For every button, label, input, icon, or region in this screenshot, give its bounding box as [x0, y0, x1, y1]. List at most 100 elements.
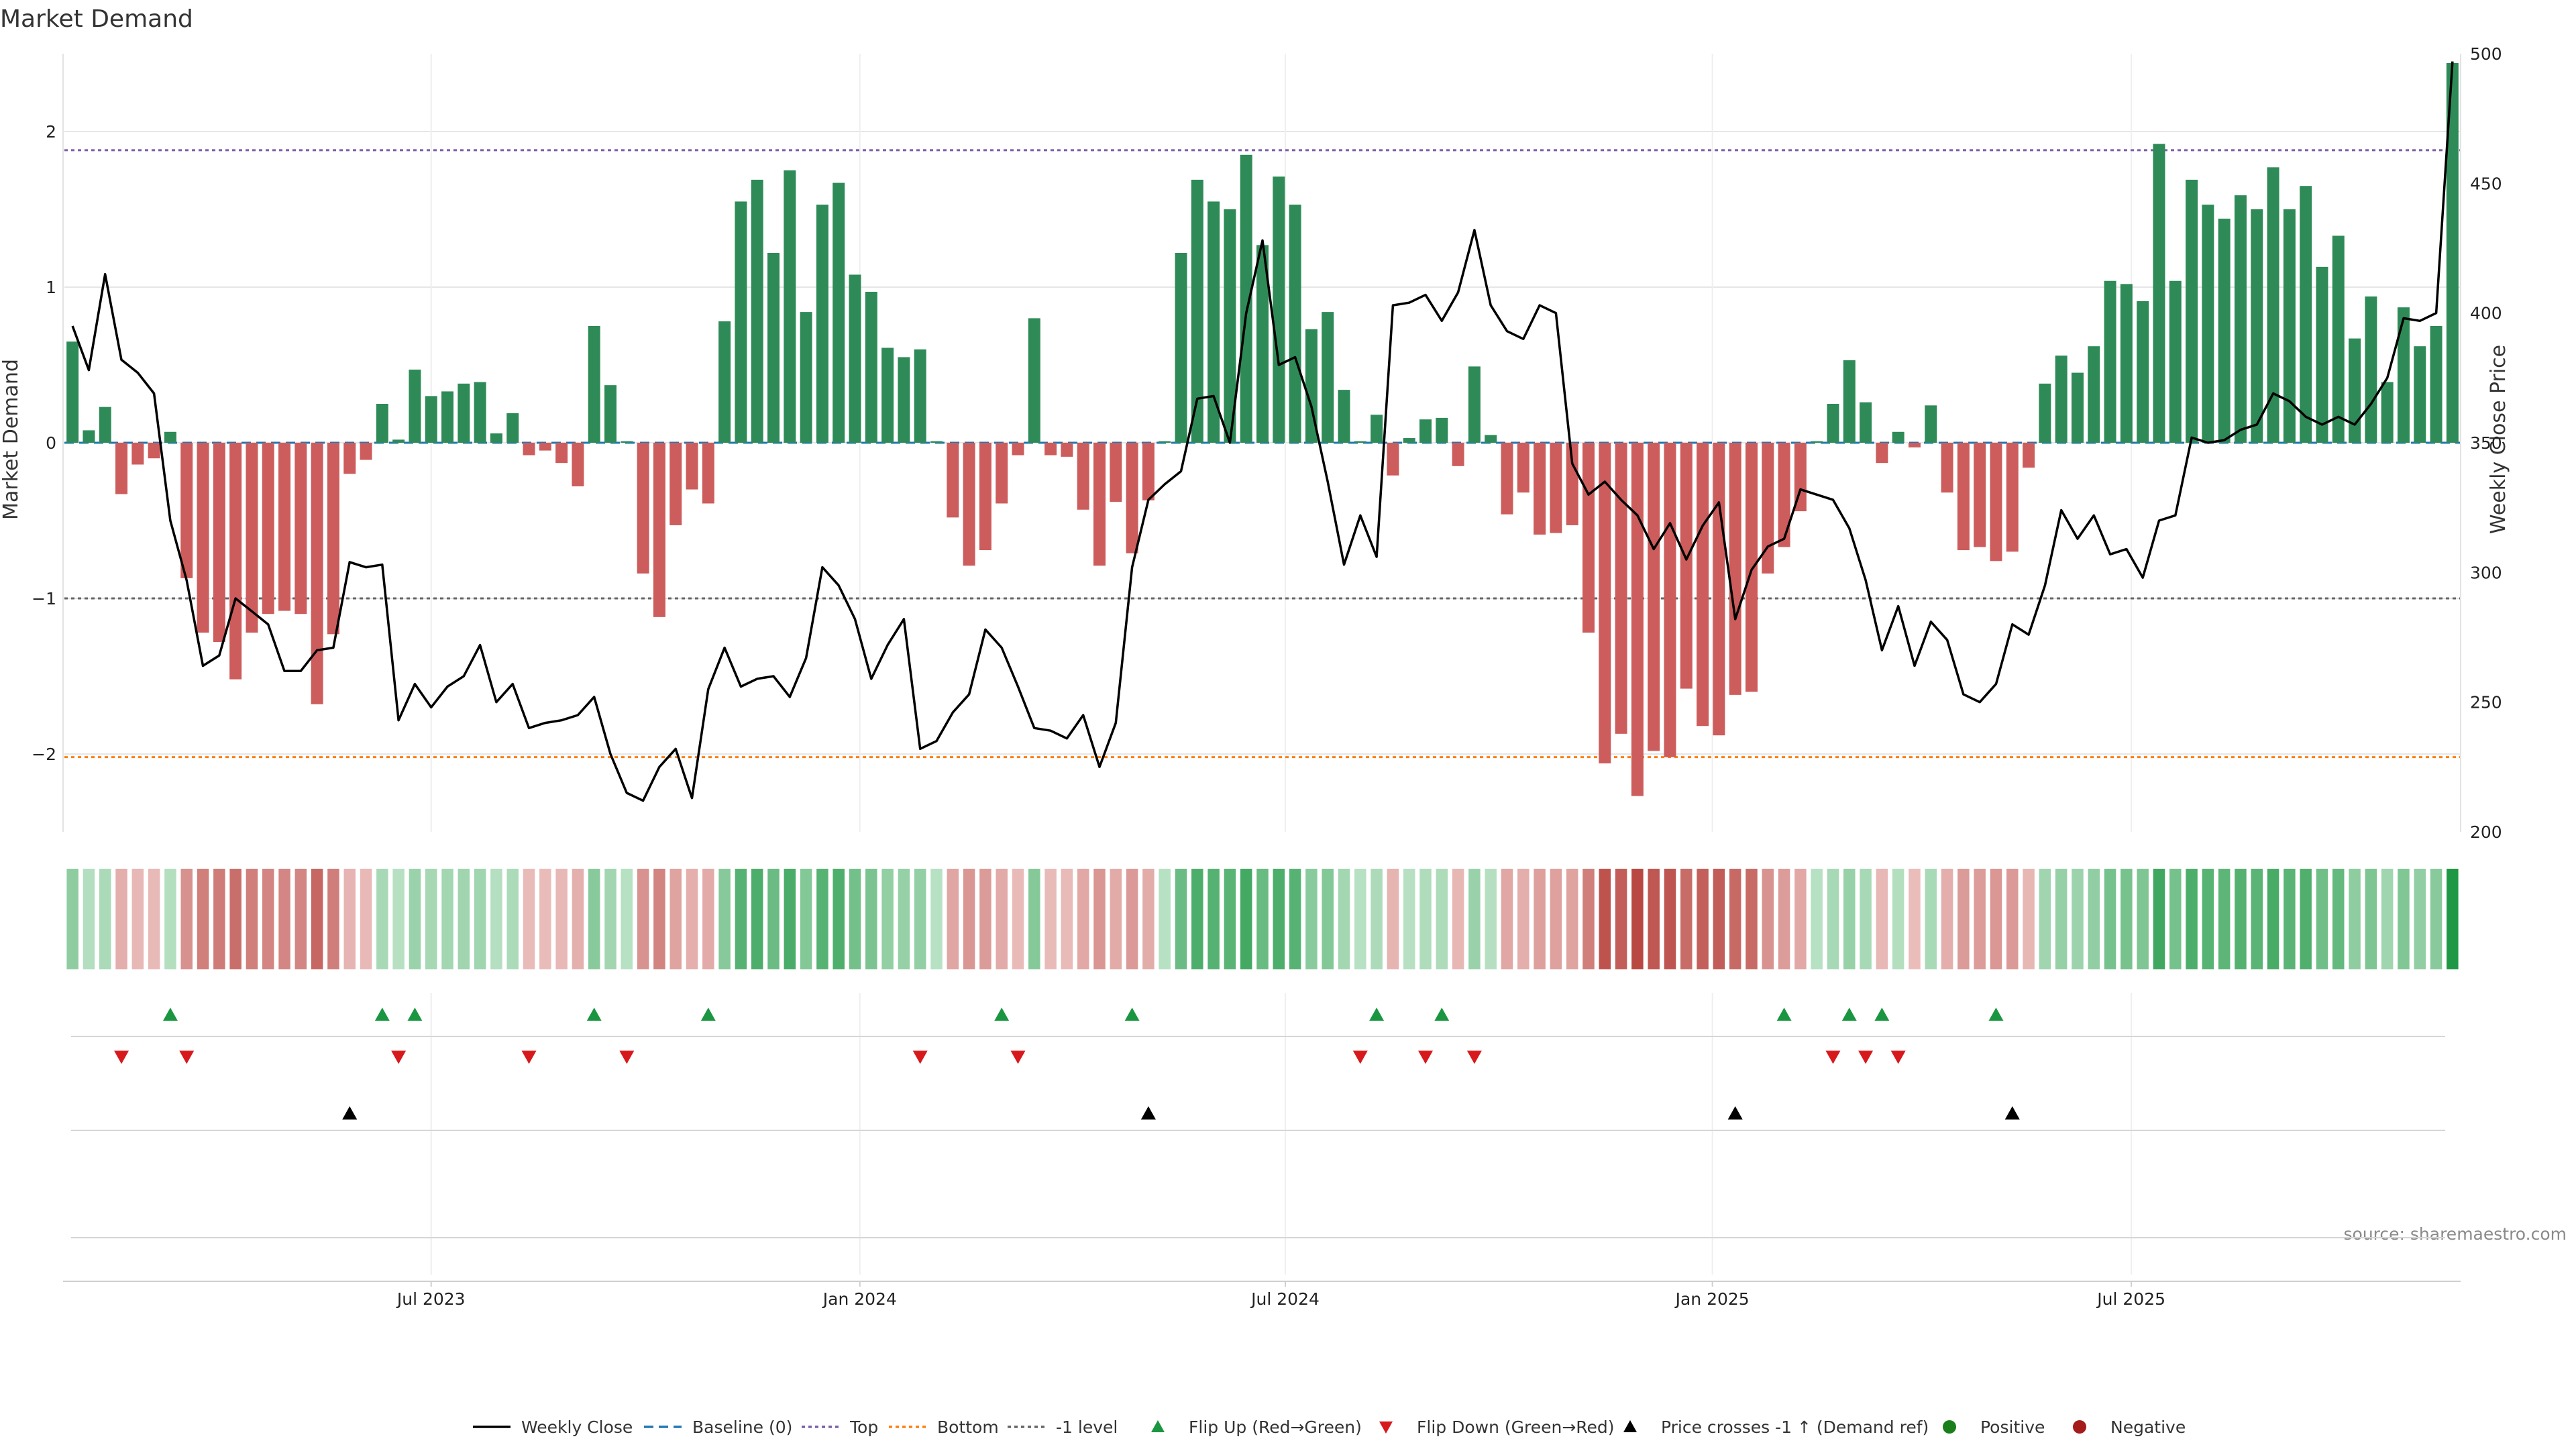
flip-up-marker — [1124, 1008, 1140, 1021]
heat-cell — [881, 869, 894, 969]
heat-cell — [1746, 869, 1758, 969]
demand-bar — [180, 443, 193, 578]
y2-tick-label: 300 — [2470, 563, 2502, 582]
heat-cell — [1566, 869, 1578, 969]
heat-cell — [1697, 869, 1709, 969]
demand-bar — [963, 443, 975, 566]
heat-cell — [115, 869, 127, 969]
heat-cell — [1468, 869, 1481, 969]
legend-item: Negative — [2073, 1417, 2186, 1437]
right-axis-label: Weekly Close Price — [2487, 345, 2510, 534]
demand-bar — [1305, 329, 1318, 443]
heat-cell — [1631, 869, 1644, 969]
demand-bar — [979, 443, 991, 551]
demand-bar — [360, 443, 372, 460]
demand-bar — [66, 341, 79, 443]
y-tick-label: −2 — [32, 745, 56, 764]
heat-cell — [686, 869, 698, 969]
heat-cell — [2300, 869, 2312, 969]
legend-label: Weekly Close — [521, 1417, 633, 1437]
heat-cell — [1354, 869, 1366, 969]
demand-bar — [1892, 431, 1904, 443]
heat-cell — [996, 869, 1008, 969]
flip-down-marker — [1858, 1051, 1874, 1064]
demand-bar — [637, 443, 649, 574]
heat-cell — [751, 869, 763, 969]
demand-bar — [539, 443, 551, 451]
demand-bar — [1550, 443, 1562, 533]
flip-up-marker — [1874, 1008, 1890, 1021]
heat-cell — [1224, 869, 1236, 969]
demand-bar — [83, 430, 95, 443]
demand-bar — [523, 443, 535, 455]
heat-cell — [441, 869, 453, 969]
chart-title: Market Demand — [0, 5, 193, 33]
demand-bar — [490, 433, 502, 443]
heat-cell — [1273, 869, 1285, 969]
demand-bar — [2202, 205, 2214, 443]
heat-cell — [1028, 869, 1040, 969]
heat-cell — [131, 869, 144, 969]
heat-cell — [99, 869, 111, 969]
legend-swatch — [1943, 1420, 1956, 1434]
demand-bar — [164, 431, 176, 443]
legend-swatch — [1623, 1420, 1637, 1432]
heat-cell — [2088, 869, 2100, 969]
heat-cell — [1305, 869, 1318, 969]
heat-cell — [197, 869, 209, 969]
heat-cell — [490, 869, 502, 969]
heat-cell — [2169, 869, 2182, 969]
demand-bar — [621, 441, 633, 443]
demand-bar — [1827, 404, 1839, 443]
heat-cell — [2104, 869, 2116, 969]
heat-cell — [1582, 869, 1595, 969]
heat-cell — [343, 869, 356, 969]
heat-cell — [83, 869, 95, 969]
demand-bar — [1338, 390, 1350, 443]
heat-cell — [1974, 869, 1986, 969]
demand-bar — [1599, 443, 1611, 763]
heat-cell — [702, 869, 714, 969]
demand-bar — [1387, 443, 1399, 476]
heat-cell — [2381, 869, 2394, 969]
demand-bar — [865, 291, 877, 443]
demand-bar — [914, 349, 926, 443]
heat-cell — [2218, 869, 2231, 969]
demand-bar — [1876, 443, 1888, 464]
flip-down-marker — [1825, 1051, 1841, 1064]
heat-cell — [621, 869, 633, 969]
flip-down-marker — [521, 1051, 537, 1064]
demand-bar — [930, 441, 943, 443]
left-axis-label: Market Demand — [0, 359, 23, 520]
flip-down-marker — [619, 1051, 635, 1064]
heat-cell — [637, 869, 649, 969]
flip-down-marker — [1352, 1051, 1368, 1064]
demand-bar — [2169, 280, 2182, 443]
demand-bar — [99, 407, 111, 443]
flip-down-marker — [912, 1051, 928, 1064]
heat-cell — [1876, 869, 1888, 969]
demand-bar — [1615, 443, 1627, 734]
flip-down-marker — [391, 1051, 407, 1064]
heat-cell — [784, 869, 796, 969]
demand-bar — [1631, 443, 1644, 796]
heat-cell — [2349, 869, 2361, 969]
demand-bar — [588, 326, 600, 443]
heat-cell — [2284, 869, 2296, 969]
heat-cell — [2414, 869, 2426, 969]
heat-cell — [2186, 869, 2198, 969]
heat-cell — [1534, 869, 1546, 969]
demand-bar — [2218, 218, 2231, 443]
legend-label: Negative — [2110, 1417, 2186, 1437]
demand-bars — [66, 62, 2459, 796]
heat-cell — [1925, 869, 1937, 969]
demand-bar — [947, 443, 959, 518]
demand-bar — [1908, 443, 1921, 447]
heat-cell — [1093, 869, 1106, 969]
heat-cell — [2202, 869, 2214, 969]
demand-bar — [1745, 443, 1758, 692]
heat-cell — [1289, 869, 1301, 969]
y-tick-label: −1 — [32, 589, 56, 608]
demand-bar — [2153, 144, 2165, 443]
legend-item: Price crosses -1 ↑ (Demand ref) — [1623, 1417, 1929, 1437]
